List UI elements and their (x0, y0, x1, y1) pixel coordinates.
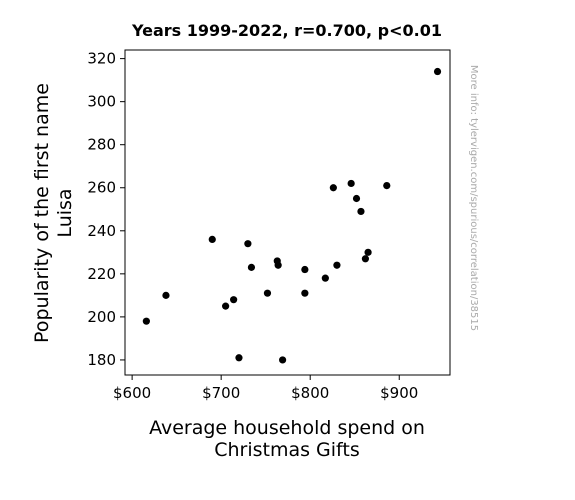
data-points (142, 67, 442, 364)
data-point (162, 291, 170, 299)
y-tick-label: 320 (87, 50, 116, 68)
x-tick-label: $900 (380, 384, 418, 402)
data-point (357, 207, 365, 216)
data-point (263, 289, 272, 297)
y-tick-label: 220 (87, 265, 116, 283)
y-axis-label-line-1: Popularity of the first name (31, 83, 53, 343)
data-point (433, 67, 442, 76)
data-point (301, 265, 309, 274)
y-tick-label: 240 (87, 222, 116, 240)
y-tick-label: 300 (87, 93, 116, 111)
data-point (230, 296, 238, 304)
source-note: More info: tylervigen.com/spurious/corre… (468, 65, 479, 331)
data-point (347, 179, 355, 188)
data-point (383, 181, 391, 190)
y-axis-label-line-2: Luisa (54, 188, 76, 237)
y-tick-label: 180 (87, 351, 116, 369)
chart-title: Years 1999-2022, r=0.700, p<0.01 (131, 21, 442, 40)
data-point (235, 354, 243, 362)
data-point (274, 261, 282, 269)
data-point (142, 317, 150, 325)
x-axis: $600 $700 $800 $900 (113, 375, 418, 402)
data-point (364, 248, 372, 256)
x-tick-label: $600 (113, 384, 151, 402)
y-tick-label: 280 (87, 136, 116, 154)
data-point (279, 356, 287, 364)
x-axis-label-line-2: Christmas Gifts (214, 439, 360, 461)
data-point (333, 261, 341, 269)
x-tick-label: $800 (291, 384, 329, 402)
data-point (208, 235, 216, 244)
data-point (222, 302, 230, 310)
y-axis: 180 200 220 240 260 280 300 320 (87, 50, 125, 369)
data-point (301, 289, 309, 297)
y-tick-label: 200 (87, 308, 116, 326)
data-point (321, 274, 329, 282)
data-point (329, 184, 337, 192)
data-point (244, 240, 252, 248)
data-point (247, 263, 256, 271)
plot-area (124, 49, 451, 376)
y-tick-label: 260 (87, 179, 116, 197)
x-tick-label: $700 (202, 384, 240, 402)
data-point (352, 194, 361, 203)
x-axis-label-line-1: Average household spend on (149, 417, 425, 439)
data-point (361, 255, 370, 263)
